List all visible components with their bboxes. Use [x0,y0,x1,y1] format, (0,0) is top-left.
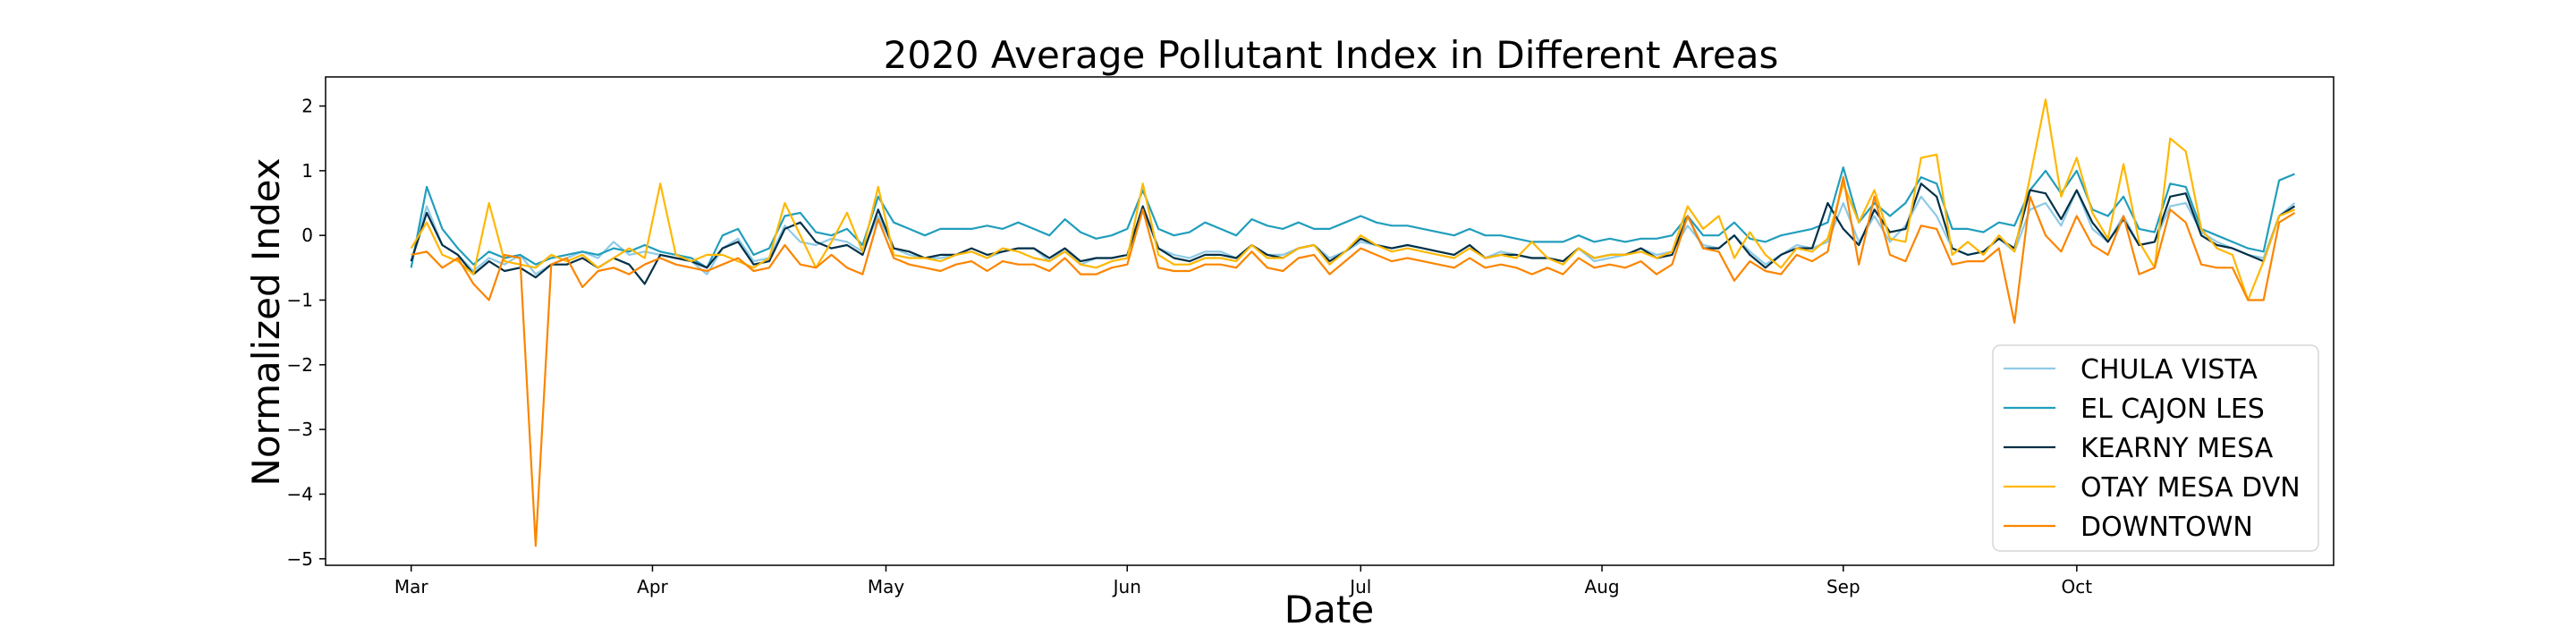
series-line-el-cajon-les [410,166,2295,269]
y-tick-label: −2 [287,354,313,376]
y-tick-label: 1 [301,160,313,182]
y-axis: 2 1 0 −1 −2 −3 −4 −5 [287,96,326,570]
legend-label-otay-mesa-dvn: OTAY MESA DVN [2080,472,2301,504]
series-line-downtown [411,176,2296,547]
x-tick-label: Sep [1826,576,1860,597]
x-tick-label: Aug [1585,576,1620,597]
x-axis-label: Date [1284,588,1374,631]
x-tick-label: Oct [2062,576,2093,597]
legend: CHULA VISTA EL CAJON LES KEARNY MESA OTAY M… [1992,344,2319,552]
y-tick-label: 0 [301,225,313,246]
series-line-otay-mesa-dvn [410,98,2295,301]
series-layer [410,98,2296,547]
x-tick-label: Apr [637,576,668,597]
legend-frame [1992,344,2319,552]
x-tick-label: Mar [394,576,429,597]
x-tick-label: Jul [1348,576,1371,597]
legend-label-downtown: DOWNTOWN [2080,512,2253,543]
y-tick-label: −4 [287,483,313,504]
y-tick-label: −5 [287,548,313,570]
legend-label-chula-vista: CHULA VISTA [2080,354,2258,386]
x-axis: Mar Apr May Jun Jul Aug Sep Oct [394,565,2092,597]
plot-area [325,76,2334,566]
chart-title: 2020 Average Pollutant Index in Differen… [884,33,1779,77]
x-tick-label: May [868,576,905,597]
legend-label-kearny-mesa: KEARNY MESA [2080,433,2274,464]
y-tick-label: 2 [301,96,313,117]
y-tick-label: −1 [287,289,313,310]
y-tick-label: −3 [287,419,313,440]
legend-label-el-cajon-les: EL CAJON LES [2080,394,2265,425]
x-tick-label: Jun [1112,576,1141,597]
y-axis-label: Normalized Index [244,157,288,486]
